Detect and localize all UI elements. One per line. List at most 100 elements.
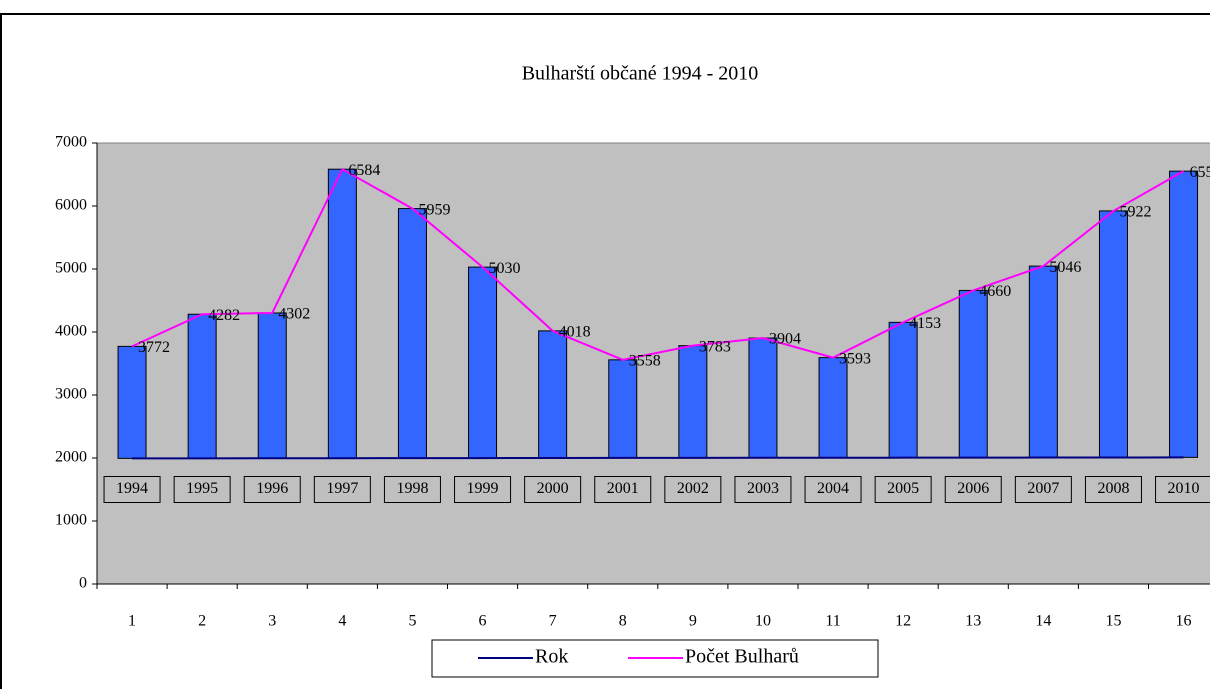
x-tick-label: 13 <box>965 613 981 630</box>
up-down-bar <box>327 168 357 459</box>
y-tick-label: 4000 <box>55 323 87 340</box>
up-down-bar <box>257 312 287 459</box>
up-down-bar <box>468 266 498 459</box>
year-label: 2003 <box>734 476 792 503</box>
year-label: 2002 <box>664 476 722 503</box>
up-down-bar <box>1028 265 1058 459</box>
x-tick-label: 11 <box>825 613 840 630</box>
year-label: 1997 <box>313 476 371 503</box>
data-label: 4660 <box>979 283 1011 300</box>
series-line <box>131 167 1185 361</box>
up-down-bar <box>608 359 638 459</box>
year-label: 1999 <box>454 476 512 503</box>
year-label: 2004 <box>804 476 862 503</box>
x-tick-label: 6 <box>479 613 487 630</box>
legend-label: Rok <box>535 646 568 668</box>
data-label: 5046 <box>1049 259 1081 276</box>
y-tick-label: 0 <box>79 575 87 592</box>
legend-label: Počet Bulharů <box>685 646 799 668</box>
label-box <box>103 476 161 503</box>
data-label: 5922 <box>1119 204 1151 221</box>
year-label: 2008 <box>1084 476 1142 503</box>
up-down-bar <box>818 357 848 459</box>
data-label: 2005 <box>887 480 919 497</box>
up-down-bar <box>1169 170 1199 458</box>
label-box <box>944 476 1002 503</box>
data-label: 4018 <box>559 324 591 341</box>
up-down-bar <box>187 313 217 459</box>
label-box <box>454 476 512 503</box>
label-box <box>1155 476 1210 503</box>
data-label: 2007 <box>1027 480 1059 497</box>
data-label: 2003 <box>747 480 779 497</box>
year-label: 2006 <box>944 476 1002 503</box>
data-label: 2000 <box>537 480 569 497</box>
series-line <box>132 456 1184 460</box>
label-box <box>524 476 582 503</box>
data-label: 4153 <box>909 315 941 332</box>
data-label: 4282 <box>208 307 240 324</box>
chart-title: Bulharští občané 1994 - 2010 <box>522 63 759 85</box>
x-tick-label: 14 <box>1035 613 1051 630</box>
data-label: 5030 <box>489 260 521 277</box>
label-box <box>1014 476 1072 503</box>
data-label: 3783 <box>699 338 731 355</box>
data-label: 2002 <box>677 480 709 497</box>
label-box <box>173 476 231 503</box>
data-label: 6584 <box>348 162 380 179</box>
data-label: 1997 <box>326 480 358 497</box>
year-label: 2000 <box>524 476 582 503</box>
label-box <box>664 476 722 503</box>
year-label: 2001 <box>594 476 652 503</box>
data-label: 2004 <box>817 480 849 497</box>
year-label: 1996 <box>243 476 301 503</box>
data-label: 1994 <box>116 480 148 497</box>
label-box <box>383 476 441 503</box>
x-tick-label: 15 <box>1105 613 1121 630</box>
label-box <box>734 476 792 503</box>
label-box <box>874 476 932 503</box>
label-box <box>804 476 862 503</box>
data-label: 1995 <box>186 480 218 497</box>
year-label: 2010 <box>1155 476 1210 503</box>
y-tick-label: 6000 <box>55 197 87 214</box>
data-label: 2008 <box>1097 480 1129 497</box>
year-label: 1994 <box>103 476 161 503</box>
x-tick-label: 3 <box>268 613 276 630</box>
up-down-bar <box>888 321 918 459</box>
data-label: 3772 <box>138 339 170 356</box>
data-label: 1998 <box>396 480 428 497</box>
x-tick-label: 2 <box>198 613 206 630</box>
year-label: 1995 <box>173 476 231 503</box>
up-down-bar <box>678 345 708 459</box>
x-tick-label: 1 <box>128 613 136 630</box>
data-label: 5959 <box>418 201 450 218</box>
x-tick-label: 9 <box>689 613 697 630</box>
y-tick-label: 7000 <box>55 134 87 151</box>
up-down-bar <box>958 289 988 459</box>
label-box <box>594 476 652 503</box>
x-tick-label: 10 <box>755 613 771 630</box>
label-box <box>243 476 301 503</box>
label-box <box>313 476 371 503</box>
x-tick-label: 4 <box>338 613 346 630</box>
year-label: 1998 <box>383 476 441 503</box>
y-tick-label: 5000 <box>55 260 87 277</box>
x-tick-label: 16 <box>1176 613 1192 630</box>
y-tick-label: 1000 <box>55 512 87 529</box>
data-label: 2001 <box>607 480 639 497</box>
data-label: 2006 <box>957 480 989 497</box>
up-down-bar <box>397 208 427 459</box>
x-tick-label: 12 <box>895 613 911 630</box>
year-label: 2007 <box>1014 476 1072 503</box>
y-tick-label: 3000 <box>55 386 87 403</box>
data-label: 4302 <box>278 306 310 323</box>
data-label: 3904 <box>769 331 801 348</box>
data-label: 6553 <box>1190 164 1210 181</box>
data-label: 1999 <box>467 480 499 497</box>
x-tick-label: 5 <box>408 613 416 630</box>
up-down-bar <box>1098 210 1128 458</box>
up-down-bar <box>748 337 778 459</box>
data-label: 1996 <box>256 480 288 497</box>
